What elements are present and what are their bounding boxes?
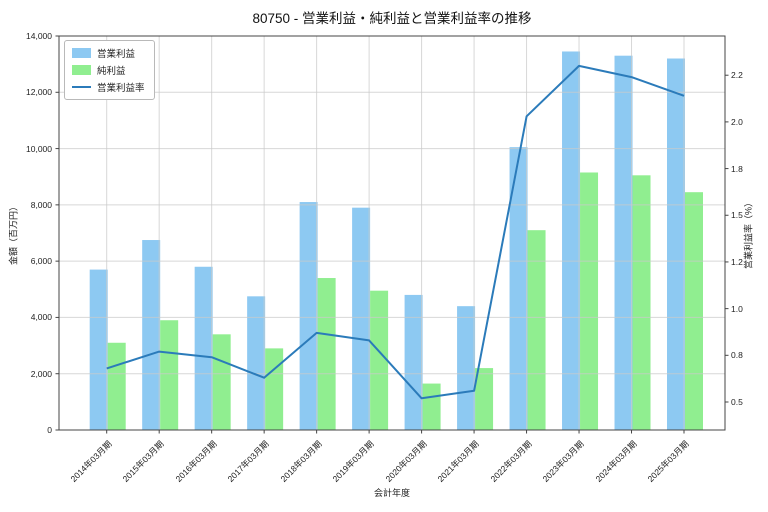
- bar-operating-profit-7: [457, 306, 476, 430]
- bar-net-profit-4: [317, 278, 336, 430]
- bar-net-profit-9: [580, 172, 599, 430]
- x-axis-label: 会計年度: [373, 488, 410, 498]
- legend-item-operating-profit: 営業利益: [72, 46, 145, 60]
- bar-net-profit-6: [422, 383, 441, 430]
- bar-net-profit-5: [370, 290, 389, 430]
- plot-border: [58, 35, 726, 431]
- left-tick-label: 8,000: [30, 199, 52, 210]
- legend-label: 営業利益: [97, 49, 136, 60]
- bar-operating-profit-10: [614, 55, 633, 430]
- left-tick-label: 12,000: [26, 87, 52, 98]
- legend-label: 営業利益率: [97, 83, 145, 94]
- left-tick-label: 6,000: [30, 256, 52, 267]
- bar-net-profit-10: [632, 175, 651, 430]
- right-axis-label: 営業利益率（%）: [743, 198, 754, 270]
- bar-operating-profit-5: [352, 207, 371, 430]
- right-tick-label: 2.2: [731, 70, 743, 81]
- net-profit-swatch: [72, 65, 91, 75]
- operating-margin-line: [106, 64, 685, 400]
- operating-profit-swatch: [72, 48, 91, 58]
- legend-item-net-profit: 純利益: [72, 63, 145, 77]
- left-tick-label: 10,000: [26, 143, 52, 154]
- left-tick-label: 0: [47, 425, 52, 435]
- bar-net-profit-3: [265, 348, 284, 430]
- line-swatch-stroke: [72, 86, 91, 88]
- legend-label: 純利益: [97, 66, 126, 77]
- bar-operating-profit-0: [89, 269, 108, 430]
- bar-operating-profit-8: [509, 147, 528, 430]
- right-tick-label: 2.0: [731, 116, 743, 127]
- right-tick-label: 1.2: [731, 256, 743, 267]
- legend: 営業利益 純利益 営業利益率: [64, 40, 155, 100]
- bar-net-profit-0: [107, 342, 126, 430]
- bar-operating-profit-3: [247, 296, 266, 430]
- bar-net-profit-11: [685, 192, 703, 430]
- right-tick-label: 1.0: [731, 303, 743, 314]
- left-tick-label: 2,000: [30, 368, 52, 379]
- bar-net-profit-7: [475, 368, 494, 430]
- right-tick-label: 0.5: [731, 396, 743, 407]
- left-tick-label: 14,000: [26, 31, 52, 41]
- left-tick-label: 4,000: [30, 312, 52, 323]
- left-axis-label: 金額（百万円）: [8, 202, 19, 266]
- bar-net-profit-8: [527, 230, 546, 430]
- bar-operating-profit-6: [404, 294, 423, 430]
- chart-title: 80750 - 営業利益・純利益と営業利益率の推移: [252, 11, 532, 26]
- right-tick-label: 0.8: [731, 350, 743, 361]
- legend-item-operating-margin: 営業利益率: [72, 80, 145, 94]
- bar-operating-profit-9: [562, 51, 581, 430]
- right-tick-label: 1.8: [731, 163, 743, 174]
- bar-operating-profit-2: [194, 266, 213, 430]
- bar-operating-profit-1: [142, 240, 161, 430]
- bar-operating-profit-11: [667, 58, 685, 431]
- operating-margin-swatch: [72, 82, 91, 92]
- right-tick-label: 1.5: [731, 210, 743, 221]
- bar-net-profit-2: [212, 334, 231, 430]
- bar-net-profit-1: [160, 320, 179, 430]
- bar-operating-profit-4: [299, 202, 318, 430]
